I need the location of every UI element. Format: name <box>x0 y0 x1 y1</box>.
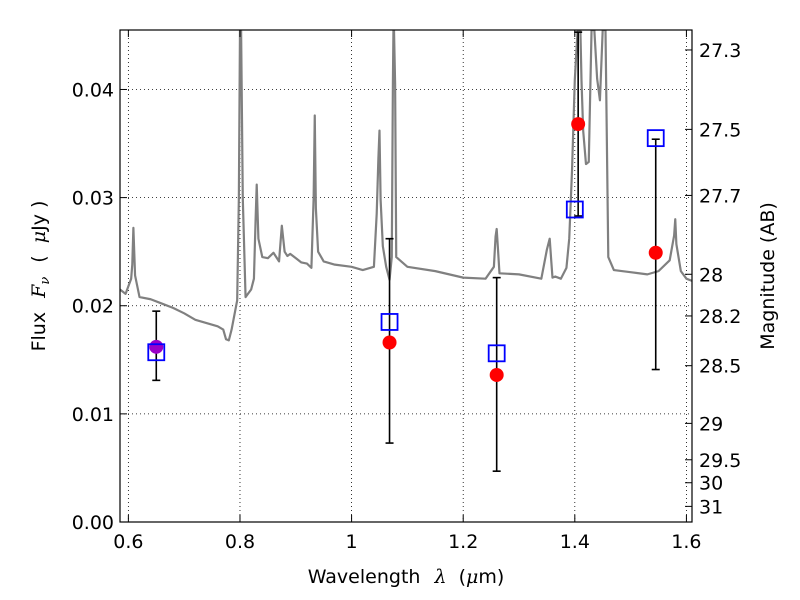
mag-tick-label-1: 27.5 <box>699 119 741 141</box>
y-tick-label-1: 0.01 <box>72 404 114 426</box>
mag-tick-label-8: 30 <box>699 473 723 495</box>
model-square-4 <box>646 129 665 148</box>
x-axis-label: Wavelength λ (μm) <box>308 566 505 588</box>
mag-tick-label-9: 31 <box>699 496 723 518</box>
axis-ticks: 0.6 0.8 1 1.2 1.4 1.6 0.00 0.01 0.02 0.03 0.04 27.3… <box>72 30 741 553</box>
mag-tick-label-6: 29 <box>699 413 723 435</box>
y-axis-label: Flux Fν ( μJy ) <box>28 201 54 352</box>
x-tick-label-1: 0.8 <box>225 531 255 553</box>
observed-points <box>149 117 663 382</box>
model-photometry-squares <box>147 129 665 363</box>
observed-point-0 <box>149 339 164 354</box>
error-bars <box>152 31 660 472</box>
y-tick-label-2: 0.02 <box>72 296 114 318</box>
mag-tick-label-5: 28.5 <box>699 356 741 378</box>
mag-tick-label-7: 29.5 <box>699 450 741 472</box>
observed-point-2 <box>489 367 504 382</box>
observed-point-4 <box>648 245 663 260</box>
x-tick-label-5: 1.6 <box>671 531 701 553</box>
model-square-3 <box>565 200 584 219</box>
mag-tick-label-2: 27.7 <box>699 185 741 207</box>
model-spectrum <box>120 30 692 342</box>
y-tick-label-4: 0.04 <box>72 79 114 101</box>
y-tick-label-0: 0.00 <box>72 512 114 534</box>
mag-tick-label-3: 28 <box>699 264 723 286</box>
observed-point-1 <box>382 335 397 350</box>
y2-axis-label: Magnitude (AB) <box>757 202 779 350</box>
model-square-1 <box>380 313 399 331</box>
x-tick-label-2: 1 <box>346 531 358 553</box>
y-tick-label-3: 0.03 <box>72 188 114 210</box>
x-tick-label-0: 0.6 <box>113 531 143 553</box>
mag-tick-label-4: 28.2 <box>699 306 741 328</box>
model-spectrum-line <box>120 30 692 342</box>
mag-tick-label-0: 27.3 <box>699 40 741 62</box>
model-square-2 <box>487 344 506 363</box>
x-tick-label-4: 1.4 <box>560 531 590 553</box>
plot-frame <box>119 29 693 523</box>
model-square-0 <box>147 343 166 362</box>
observed-point-3 <box>571 117 586 132</box>
x-tick-label-3: 1.2 <box>448 531 478 553</box>
